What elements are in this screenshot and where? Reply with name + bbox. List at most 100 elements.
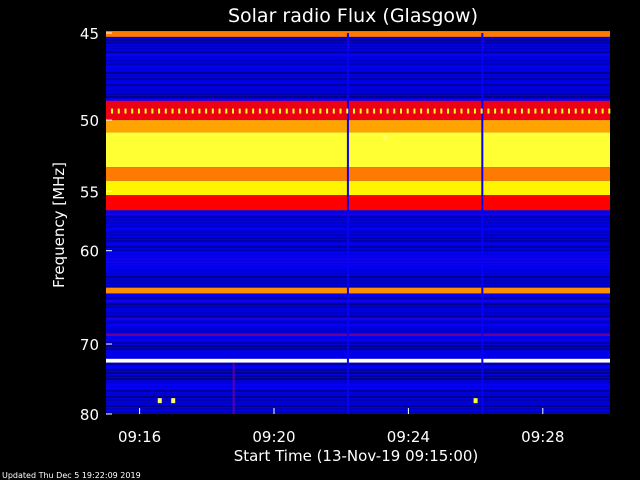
- periodic-emission-mark: [299, 108, 302, 114]
- background-row: [106, 231, 610, 233]
- periodic-emission-mark: [379, 108, 382, 114]
- background-row: [106, 222, 610, 224]
- background-row: [106, 252, 610, 254]
- periodic-emission-mark: [608, 108, 611, 114]
- periodic-emission-mark: [158, 108, 161, 114]
- periodic-emission-mark: [252, 108, 255, 114]
- y-axis-label: Frequency [MHz]: [50, 162, 68, 288]
- periodic-emission-mark: [352, 108, 355, 114]
- background-row: [106, 279, 610, 281]
- periodic-emission-mark: [494, 108, 497, 114]
- background-row: [106, 321, 610, 323]
- background-row: [106, 261, 610, 263]
- background-row: [106, 246, 610, 248]
- periodic-emission-mark: [191, 108, 194, 114]
- background-row: [106, 255, 610, 257]
- vertical-feature: [481, 33, 484, 414]
- periodic-emission-mark: [487, 108, 490, 114]
- y-tick-label: 60: [80, 243, 99, 261]
- periodic-emission-mark: [326, 108, 329, 114]
- background-row: [106, 312, 610, 314]
- background-row: [106, 387, 610, 389]
- burst-mark: [473, 398, 478, 404]
- periodic-emission-mark: [420, 108, 423, 114]
- x-axis-label: Start Time (13-Nov-19 09:15:00): [234, 447, 479, 465]
- emission-band: [106, 195, 610, 211]
- periodic-emission-mark: [319, 108, 322, 114]
- periodic-emission-mark: [581, 108, 584, 114]
- background-row: [106, 339, 610, 341]
- periodic-emission-mark: [232, 108, 234, 114]
- background-row: [106, 297, 610, 299]
- background-row: [106, 72, 610, 74]
- periodic-emission-mark: [574, 108, 577, 114]
- periodic-emission-mark: [447, 108, 450, 114]
- periodic-emission-mark: [339, 108, 342, 114]
- background-row: [106, 369, 610, 371]
- background-row: [106, 249, 610, 251]
- background-row: [106, 318, 610, 320]
- y-tick-label: 45: [80, 25, 99, 43]
- background-row: [106, 78, 610, 80]
- plot-area: [106, 31, 611, 414]
- periodic-emission-mark: [601, 108, 604, 114]
- periodic-emission-mark: [520, 108, 523, 114]
- background-row: [106, 384, 610, 386]
- background-row: [106, 270, 610, 272]
- background-row: [106, 396, 610, 398]
- periodic-emission-mark: [117, 108, 120, 114]
- x-tick-label: 09:16: [118, 428, 161, 446]
- periodic-emission-mark: [272, 108, 275, 114]
- background-row: [106, 258, 610, 260]
- burst-mark: [382, 134, 387, 140]
- periodic-emission-mark: [305, 108, 308, 114]
- background-row: [106, 363, 610, 365]
- background-row: [106, 315, 610, 317]
- background-row: [106, 54, 610, 56]
- periodic-emission-mark: [440, 108, 443, 114]
- background-row: [106, 87, 610, 89]
- x-axis: 09:16 09:20 09:24 09:28: [118, 408, 564, 446]
- background-row: [106, 45, 610, 47]
- periodic-emission-mark: [568, 108, 570, 114]
- background-row: [106, 408, 610, 410]
- y-tick-label: 55: [80, 183, 99, 201]
- periodic-emission-mark: [312, 108, 315, 114]
- background-row: [106, 411, 610, 413]
- emission-band: [106, 287, 610, 294]
- periodic-emission-mark: [225, 108, 228, 114]
- background-row: [106, 51, 610, 53]
- background-row: [106, 219, 610, 221]
- emission-band: [106, 180, 610, 196]
- vertical-feature: [346, 33, 349, 414]
- periodic-emission-mark: [137, 108, 140, 114]
- background-row: [106, 60, 610, 62]
- background-row: [106, 354, 610, 356]
- background-row: [106, 228, 610, 230]
- emission-band: [106, 167, 610, 181]
- periodic-emission-mark: [279, 108, 282, 114]
- background-row: [106, 282, 610, 284]
- background-row: [106, 264, 610, 266]
- background-row: [106, 39, 610, 41]
- periodic-emission-mark: [218, 108, 221, 114]
- background-row: [106, 237, 610, 239]
- background-row: [106, 390, 610, 392]
- periodic-emission-mark: [258, 108, 261, 114]
- chart-title: Solar radio Flux (Glasgow): [228, 5, 478, 27]
- periodic-emission-mark: [473, 108, 476, 114]
- periodic-emission-mark: [480, 108, 483, 114]
- periodic-emission-mark: [467, 108, 470, 114]
- periodic-emission-mark: [144, 108, 147, 114]
- y-tick-label: 50: [80, 112, 99, 130]
- background-row: [106, 348, 610, 350]
- periodic-emission-mark: [433, 108, 436, 114]
- background-row: [106, 42, 610, 44]
- periodic-emission-mark: [453, 108, 456, 114]
- periodic-emission-mark: [285, 108, 288, 114]
- periodic-emission-mark: [554, 108, 557, 114]
- background-row: [106, 216, 610, 218]
- background-row: [106, 81, 610, 83]
- periodic-emission-mark: [500, 108, 503, 114]
- periodic-emission-mark: [205, 108, 208, 114]
